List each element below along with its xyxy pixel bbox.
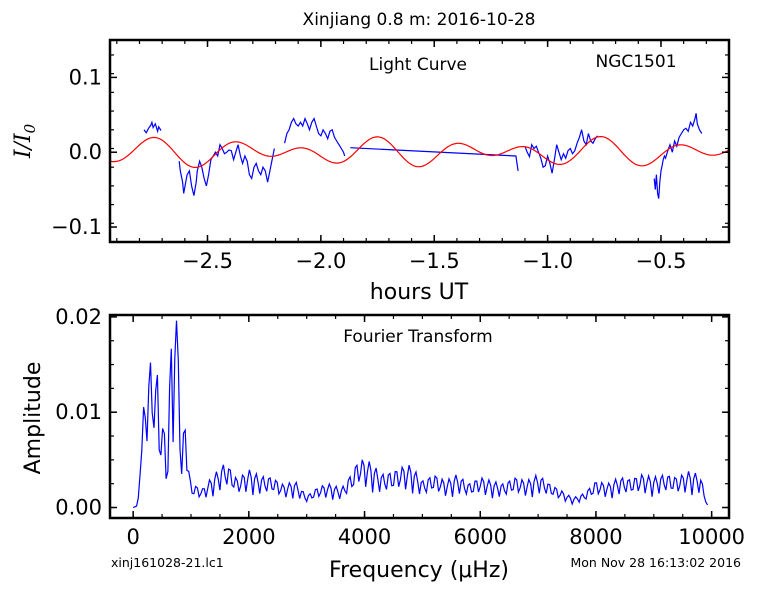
object-name: NGC1501 bbox=[595, 52, 676, 72]
footer-filename: xinj161028-21.lc1 bbox=[111, 555, 224, 570]
footer-timestamp: Mon Nov 28 16:13:02 2016 bbox=[570, 555, 741, 570]
ft-xtick-label: 6000 bbox=[454, 525, 507, 549]
fourier-xlabel: Frequency (μHz) bbox=[329, 558, 509, 583]
lc-xtick-label: −2.5 bbox=[182, 249, 233, 273]
lc-xtick-label: −1.5 bbox=[409, 249, 460, 273]
fourier-ylabel: Amplitude bbox=[21, 362, 46, 475]
ft-xtick-label: 10000 bbox=[678, 525, 745, 549]
light-curve-ylabel: I/I0 bbox=[11, 123, 39, 159]
light-curve-annotation: Light Curve bbox=[369, 55, 467, 75]
figure-title: Xinjiang 0.8 m: 2016-10-28 bbox=[303, 10, 536, 30]
light-curve-marks bbox=[109, 113, 729, 199]
fourier-frame bbox=[108, 313, 731, 520]
ft-ytick-label: 0.01 bbox=[55, 400, 102, 424]
light-curve-segment bbox=[524, 129, 598, 174]
fourier-panel: 0 2000 4000 6000 8000 10000 0.02 0.01 0.00 Fouri… bbox=[21, 305, 745, 583]
light-curve-ticks: −2.5 −2.0 −1.5 −1.0 −0.5 0.1 0.0 −0.1 bbox=[51, 40, 729, 273]
ft-ytick-label: 0.00 bbox=[55, 496, 102, 520]
fourier-marks bbox=[132, 320, 709, 509]
ft-xtick-label: 2000 bbox=[222, 525, 275, 549]
light-curve-segment bbox=[350, 147, 519, 171]
fourier-ticks: 0 2000 4000 6000 8000 10000 0.02 0.01 0.00 bbox=[55, 305, 745, 549]
light-curve-xlabel: hours UT bbox=[370, 280, 469, 305]
light-curve-segment bbox=[143, 120, 162, 134]
lc-ytick-label: 0.0 bbox=[69, 140, 102, 164]
light-curve-segment bbox=[284, 116, 346, 157]
ft-ytick-label: 0.02 bbox=[55, 305, 102, 329]
lc-xtick-label: −2.0 bbox=[295, 249, 346, 273]
lc-xtick-label: −0.5 bbox=[635, 249, 686, 273]
model-fit-line bbox=[109, 136, 729, 168]
ft-xtick-label: 8000 bbox=[569, 525, 622, 549]
lc-ytick-label: 0.1 bbox=[69, 65, 102, 89]
fourier-annotation: Fourier Transform bbox=[343, 327, 492, 347]
light-curve-panel: −2.5 −2.0 −1.5 −1.0 −0.5 0.1 0.0 −0.1 Light Cur… bbox=[11, 38, 731, 305]
lc-xtick-label: −1.0 bbox=[522, 249, 573, 273]
light-curve-segment bbox=[653, 113, 703, 199]
light-curve-frame bbox=[108, 38, 731, 244]
fourier-amplitude-line bbox=[132, 320, 709, 509]
ft-xtick-label: 0 bbox=[126, 525, 139, 549]
light-curve-segment bbox=[178, 143, 275, 196]
lc-ytick-label: −0.1 bbox=[51, 215, 102, 239]
ft-xtick-label: 4000 bbox=[338, 525, 391, 549]
